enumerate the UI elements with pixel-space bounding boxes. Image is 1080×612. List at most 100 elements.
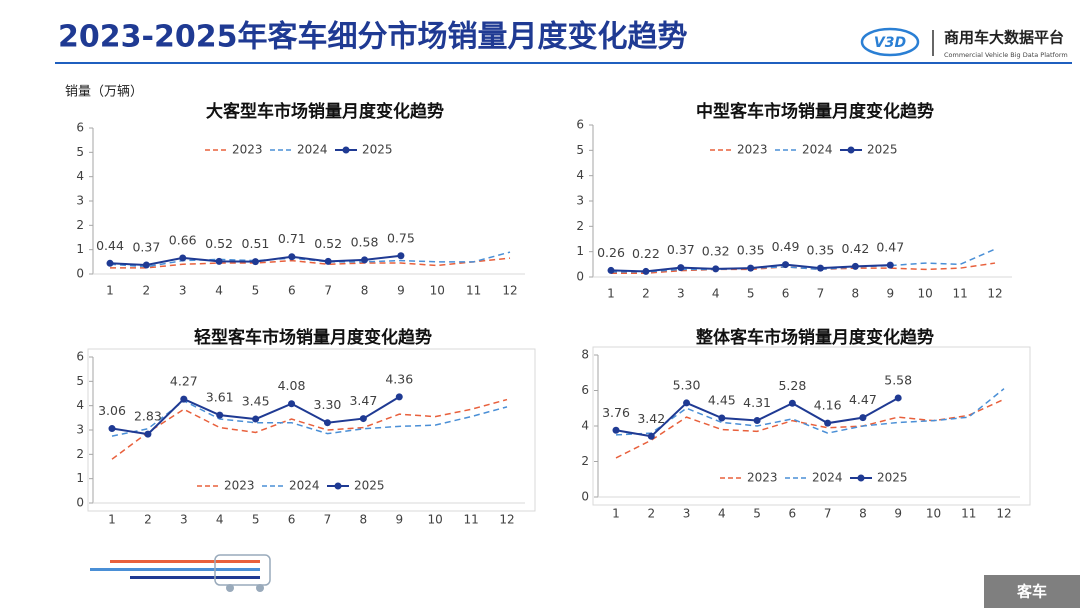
y-tick-label: 2 (581, 454, 589, 468)
y-tick-label: 4 (576, 168, 584, 182)
legend-marker (847, 146, 855, 154)
y-tick-label: 1 (76, 471, 84, 485)
plot-frame (592, 346, 1031, 506)
data-label: 3.06 (98, 403, 126, 418)
chart-title: 整体客车市场销量月度变化趋势 (696, 327, 934, 348)
y-tick-label: 0 (581, 490, 589, 504)
point (180, 395, 188, 403)
point (788, 399, 796, 407)
x-tick-label: 6 (288, 284, 296, 298)
data-label: 2.83 (134, 409, 162, 424)
footer-box (984, 575, 1080, 608)
point (612, 426, 620, 434)
y-tick-label: 6 (581, 383, 589, 397)
data-label: 0.71 (278, 231, 306, 246)
x-tick-label: 12 (499, 513, 514, 527)
x-tick-label: 7 (324, 284, 332, 298)
y-tick-label: 2 (76, 447, 84, 461)
x-tick-label: 9 (397, 284, 405, 298)
y-tick-label: 6 (76, 121, 84, 135)
data-label: 4.27 (170, 374, 198, 389)
x-tick-label: 1 (108, 513, 116, 527)
y-tick-label: 2 (576, 219, 584, 233)
series-line (111, 399, 508, 437)
x-tick-label: 8 (852, 287, 860, 301)
y-tick-label: 8 (581, 348, 589, 362)
point (642, 267, 650, 275)
x-tick-label: 6 (782, 287, 790, 301)
x-tick-label: 1 (106, 284, 114, 298)
y-tick-label: 0 (576, 270, 584, 284)
point (108, 425, 116, 433)
data-label: 0.75 (387, 230, 415, 245)
point (179, 254, 187, 262)
data-label: 0.22 (632, 246, 660, 261)
point (894, 394, 902, 402)
point (607, 266, 615, 274)
point (216, 411, 224, 419)
x-tick-label: 10 (430, 284, 445, 298)
legend-label: 2025 (877, 471, 908, 485)
x-tick-label: 9 (894, 507, 902, 521)
plot-frame (87, 348, 536, 512)
series-line (615, 388, 1005, 436)
logo-name: 商用车大数据平台 (944, 29, 1064, 47)
y-tick-label: 3 (76, 194, 84, 208)
data-label: 4.16 (814, 398, 842, 413)
x-tick-label: 8 (859, 507, 867, 521)
x-tick-label: 4 (712, 287, 720, 301)
data-label: 0.35 (737, 243, 765, 258)
x-tick-label: 2 (144, 513, 152, 527)
point (677, 264, 685, 272)
legend-marker (342, 146, 350, 154)
point (647, 432, 655, 440)
data-label: 0.37 (132, 239, 160, 254)
point (324, 257, 332, 265)
y-tick-label: 0 (76, 496, 84, 510)
point (753, 416, 761, 424)
x-tick-label: 11 (463, 513, 478, 527)
legend-label: 2025 (867, 143, 898, 157)
data-label: 0.37 (667, 242, 695, 257)
x-tick-label: 2 (647, 507, 655, 521)
data-label: 3.61 (206, 390, 234, 405)
point (824, 419, 832, 427)
y-tick-label: 4 (581, 419, 589, 433)
y-tick-label: 0 (76, 267, 84, 281)
x-tick-label: 12 (502, 284, 517, 298)
data-label: 0.26 (597, 245, 625, 260)
data-label: 0.32 (702, 243, 730, 258)
data-label: 4.45 (708, 393, 736, 408)
x-tick-label: 3 (683, 507, 691, 521)
data-label: 0.47 (876, 240, 904, 255)
data-label: 0.51 (242, 236, 270, 251)
point (712, 265, 720, 273)
x-tick-label: 5 (252, 284, 260, 298)
x-tick-label: 7 (824, 507, 832, 521)
x-tick-label: 7 (324, 513, 332, 527)
data-label: 4.36 (385, 371, 413, 386)
y-tick-label: 1 (76, 242, 84, 256)
data-label: 3.30 (314, 397, 342, 412)
point (106, 259, 114, 267)
logo-subtitle: Commercial Vehicle Big Data Platform (944, 51, 1068, 59)
x-tick-label: 9 (886, 287, 894, 301)
series-line (611, 248, 996, 273)
y-tick-label: 5 (576, 143, 584, 157)
x-tick-label: 11 (961, 507, 976, 521)
x-tick-label: 7 (817, 287, 825, 301)
legend-label: 2025 (354, 479, 385, 493)
x-tick-label: 5 (753, 507, 761, 521)
point (215, 257, 223, 265)
chart-title: 大客型车市场销量月度变化趋势 (206, 101, 444, 122)
logo-mark: V3D (874, 35, 906, 51)
point (859, 414, 867, 422)
y-tick-label: 2 (76, 218, 84, 232)
point (718, 414, 726, 422)
x-tick-label: 10 (918, 287, 933, 301)
y-tick-label: 5 (76, 374, 84, 388)
y-tick-label: 5 (76, 145, 84, 159)
data-label: 0.58 (351, 234, 379, 249)
legend-label: 2024 (802, 143, 833, 157)
